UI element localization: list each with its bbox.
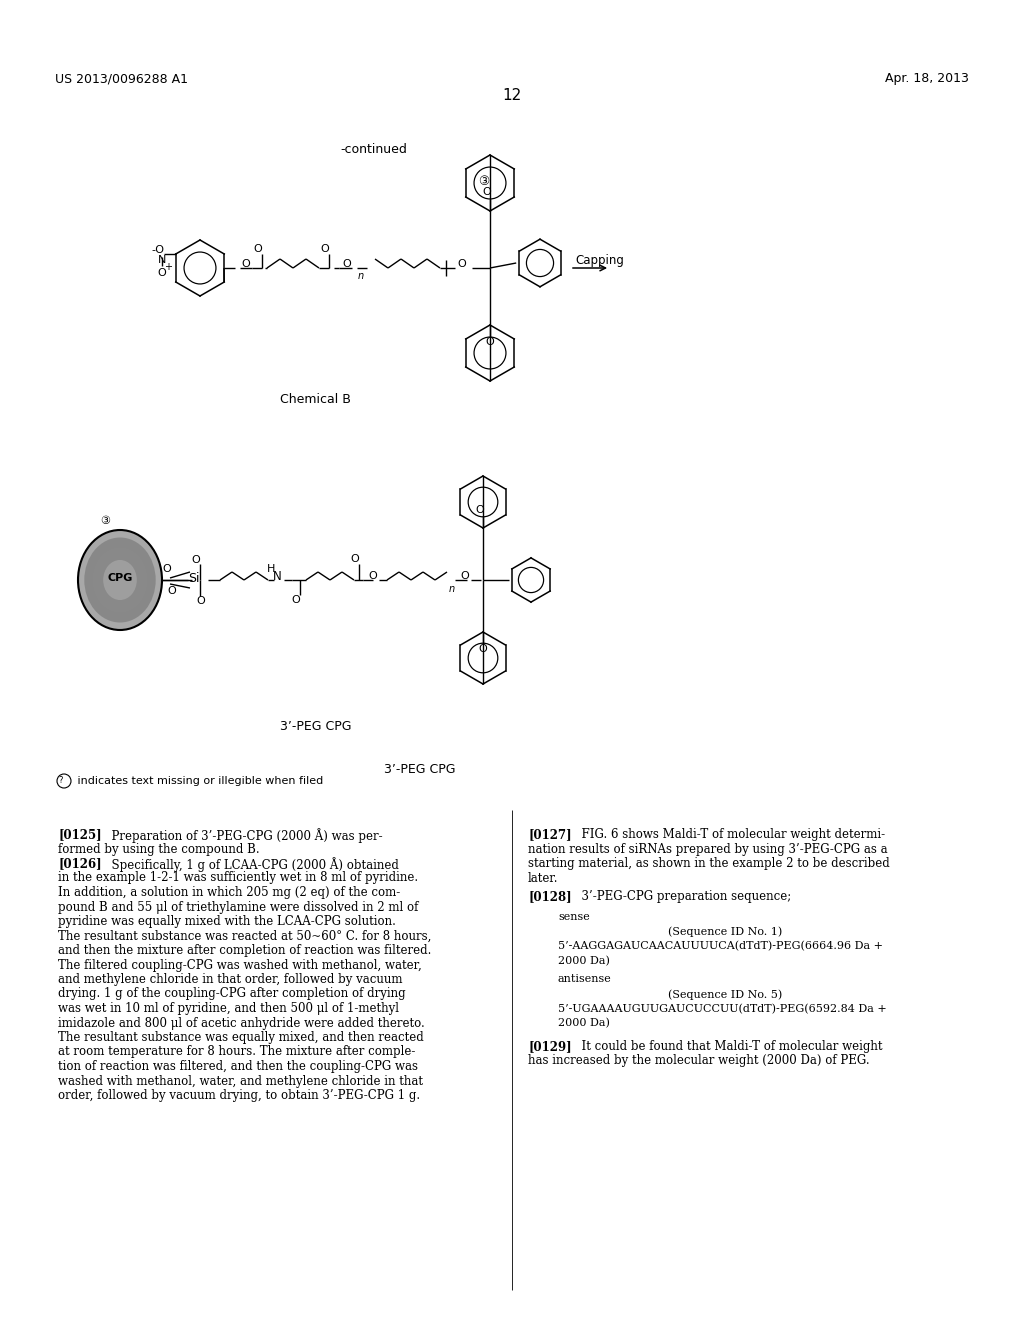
Text: [0128]: [0128] [528,891,571,903]
Text: Specifically, 1 g of LCAA-CPG (2000 Å) obtained: Specifically, 1 g of LCAA-CPG (2000 Å) o… [104,857,399,873]
Text: US 2013/0096288 A1: US 2013/0096288 A1 [55,73,188,84]
Text: imidazole and 800 μl of acetic anhydride were added thereto.: imidazole and 800 μl of acetic anhydride… [58,1016,425,1030]
Text: O: O [485,337,494,347]
Text: O: O [321,244,330,253]
Text: O: O [350,554,359,564]
Text: n: n [358,271,365,281]
Text: O: O [167,586,176,597]
Text: 2000 Da): 2000 Da) [558,1018,610,1028]
Text: ?: ? [58,776,63,785]
Text: The resultant substance was reacted at 50~60° C. for 8 hours,: The resultant substance was reacted at 5… [58,929,431,942]
Text: It could be found that Maldi-T of molecular weight: It could be found that Maldi-T of molecu… [574,1040,883,1053]
Text: [0125]: [0125] [58,828,101,841]
Text: O: O [196,597,205,606]
Text: The filtered coupling-CPG was washed with methanol, water,: The filtered coupling-CPG was washed wit… [58,958,422,972]
Text: O: O [163,564,171,574]
Text: Chemical B: Chemical B [280,393,351,407]
Text: O: O [461,572,469,581]
Text: in the example 1-2-1 was sufficiently wet in 8 ml of pyridine.: in the example 1-2-1 was sufficiently we… [58,871,418,884]
Text: O: O [292,595,300,605]
Text: antisense: antisense [558,974,611,985]
Text: washed with methanol, water, and methylene chloride in that: washed with methanol, water, and methyle… [58,1074,423,1088]
Text: pound B and 55 μl of triethylamine were dissolved in 2 ml of: pound B and 55 μl of triethylamine were … [58,900,419,913]
Ellipse shape [103,560,137,601]
Text: CPG: CPG [108,573,133,583]
Text: (Sequence ID No. 1): (Sequence ID No. 1) [668,927,782,937]
Text: 2000 Da): 2000 Da) [558,956,610,966]
Text: N: N [272,570,282,583]
Text: In addition, a solution in which 205 mg (2 eq) of the com-: In addition, a solution in which 205 mg … [58,886,400,899]
Text: Capping: Capping [575,253,624,267]
Text: and methylene chloride in that order, followed by vacuum: and methylene chloride in that order, fo… [58,973,402,986]
Ellipse shape [84,537,156,623]
Text: Apr. 18, 2013: Apr. 18, 2013 [885,73,969,84]
Text: drying. 1 g of the coupling-CPG after completion of drying: drying. 1 g of the coupling-CPG after co… [58,987,406,1001]
Text: 3’-PEG CPG: 3’-PEG CPG [280,719,351,733]
Text: has increased by the molecular weight (2000 Da) of PEG.: has increased by the molecular weight (2… [528,1055,869,1067]
Text: O: O [343,259,351,269]
Text: formed by using the compound B.: formed by using the compound B. [58,842,260,855]
Text: H: H [267,564,275,574]
Text: and then the mixture after completion of reaction was filtered.: and then the mixture after completion of… [58,944,431,957]
Text: O: O [475,506,483,515]
Text: later.: later. [528,871,558,884]
Text: [0129]: [0129] [528,1040,571,1053]
Text: nation results of siRNAs prepared by using 3’-PEG-CPG as a: nation results of siRNAs prepared by usi… [528,842,888,855]
Text: O: O [254,244,262,253]
Text: N: N [158,255,166,265]
Ellipse shape [78,531,162,630]
Text: 3’-PEG CPG: 3’-PEG CPG [384,763,455,776]
Text: n: n [449,583,455,594]
Text: The resultant substance was equally mixed, and then reacted: The resultant substance was equally mixe… [58,1031,424,1044]
Text: O: O [369,572,378,581]
Text: Si: Si [188,572,200,585]
Text: 5’-AAGGAGAUCAACAUUUUCA(dTdT)-PEG(6664.96 Da +: 5’-AAGGAGAUCAACAUUUUCA(dTdT)-PEG(6664.96… [558,941,883,952]
Text: O: O [478,644,486,653]
Text: O: O [158,268,166,279]
Text: O: O [242,259,251,269]
Text: starting material, as shown in the example 2 to be described: starting material, as shown in the examp… [528,857,890,870]
Text: indicates text missing or illegible when filed: indicates text missing or illegible when… [74,776,324,785]
Text: [0127]: [0127] [528,828,571,841]
Text: +: + [164,261,172,272]
Text: order, followed by vacuum drying, to obtain 3’-PEG-CPG 1 g.: order, followed by vacuum drying, to obt… [58,1089,420,1102]
Text: ③: ③ [478,176,489,187]
Ellipse shape [93,548,147,612]
Text: at room temperature for 8 hours. The mixture after comple-: at room temperature for 8 hours. The mix… [58,1045,416,1059]
Text: -O: -O [152,246,165,255]
Text: FIG. 6 shows Maldi-T of molecular weight determi-: FIG. 6 shows Maldi-T of molecular weight… [574,828,885,841]
Text: O: O [191,554,201,565]
Text: (Sequence ID No. 5): (Sequence ID No. 5) [668,989,782,999]
Text: ③: ③ [100,516,110,525]
Text: O: O [482,187,490,197]
Text: pyridine was equally mixed with the LCAA-CPG solution.: pyridine was equally mixed with the LCAA… [58,915,396,928]
Text: was wet in 10 ml of pyridine, and then 500 μl of 1-methyl: was wet in 10 ml of pyridine, and then 5… [58,1002,399,1015]
Text: -continued: -continued [340,143,407,156]
Text: 12: 12 [503,88,521,103]
Text: tion of reaction was filtered, and then the coupling-CPG was: tion of reaction was filtered, and then … [58,1060,418,1073]
Text: Preparation of 3’-PEG-CPG (2000 Å) was per-: Preparation of 3’-PEG-CPG (2000 Å) was p… [104,828,383,843]
Text: sense: sense [558,912,590,923]
Text: O: O [458,259,466,269]
Text: 5’-UGAAAAUGUUGAUCUCCUU(dTdT)-PEG(6592.84 Da +: 5’-UGAAAAUGUUGAUCUCCUU(dTdT)-PEG(6592.84… [558,1003,887,1014]
Text: 3’-PEG-CPG preparation sequence;: 3’-PEG-CPG preparation sequence; [574,891,792,903]
Text: [0126]: [0126] [58,857,101,870]
